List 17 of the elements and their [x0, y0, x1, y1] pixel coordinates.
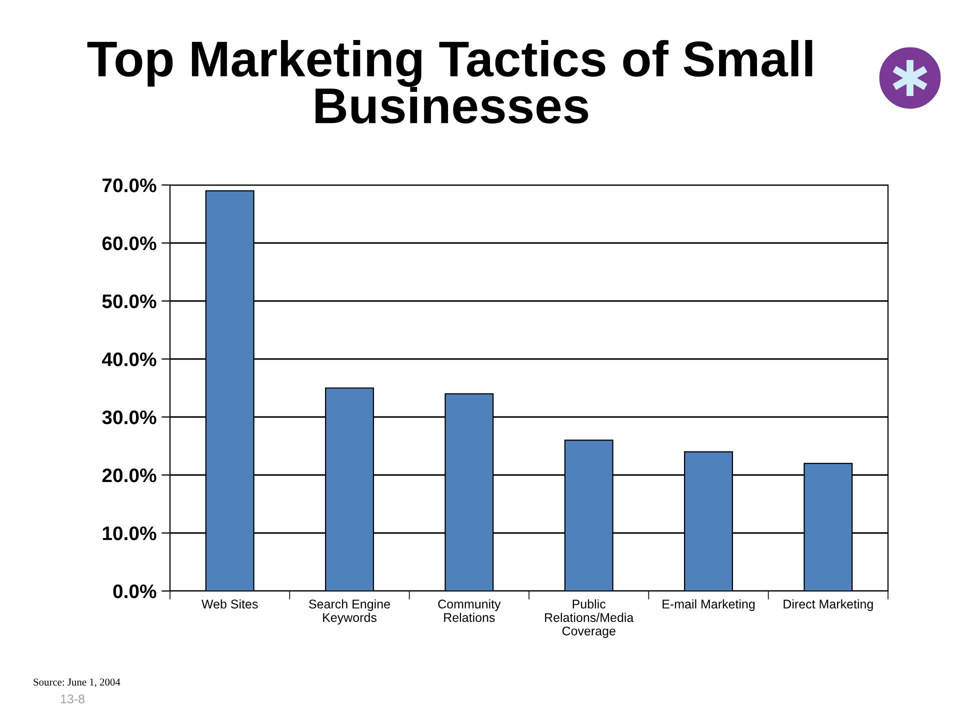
x-tick-label: E-mail Marketing: [662, 599, 755, 611]
chart-title: Top Marketing Tactics of Small Businesses: [87, 40, 812, 124]
source-note: Source: June 1, 2004: [34, 678, 120, 688]
y-tick-label: 0.0%: [113, 584, 156, 598]
x-tick-label: Web Sites: [202, 599, 258, 609]
x-tick-label: Direct Marketing: [784, 599, 873, 611]
x-tick-label: Search Engine Keywords: [309, 599, 390, 624]
y-tick-label: 70.0%: [102, 178, 156, 192]
y-tick-label: 50.0%: [102, 294, 156, 308]
y-tick-label: 60.0%: [102, 236, 156, 250]
text: 13-8: [60, 694, 84, 704]
y-tick-label: 40.0%: [102, 352, 156, 366]
y-tick-label: 30.0%: [102, 410, 156, 424]
y-tick-label: 10.0%: [102, 526, 156, 540]
x-tick-label: Public Relations/Media Coverage: [545, 599, 634, 638]
x-tick-label: Community Relations: [438, 599, 501, 622]
y-tick-label: 20.0%: [102, 468, 156, 482]
